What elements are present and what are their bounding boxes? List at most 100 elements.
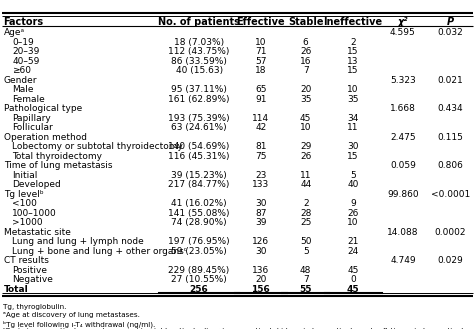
Text: 14.088: 14.088 [387,228,419,237]
Text: 15: 15 [347,47,359,56]
Text: 81: 81 [255,142,266,151]
Text: 197 (76.95%): 197 (76.95%) [168,237,230,246]
Text: ᵃAge at discovery of lung metastases.: ᵃAge at discovery of lung metastases. [3,312,140,318]
Text: 156: 156 [251,285,270,294]
Text: 141 (55.08%): 141 (55.08%) [168,209,230,218]
Text: 41 (16.02%): 41 (16.02%) [171,199,227,208]
Text: 40–59: 40–59 [12,57,40,66]
Text: 55: 55 [300,285,312,294]
Text: Male: Male [12,85,34,94]
Text: 21: 21 [347,237,359,246]
Text: χ²: χ² [398,17,408,27]
Text: 193 (75.39%): 193 (75.39%) [168,114,230,123]
Text: Factors: Factors [3,17,44,27]
Text: Lobectomy or subtotal thyroidectomy: Lobectomy or subtotal thyroidectomy [12,142,183,151]
Text: 13: 13 [347,57,359,66]
Text: Total thyroidectomy: Total thyroidectomy [12,152,102,161]
Text: 112 (43.75%): 112 (43.75%) [168,47,230,56]
Text: 87: 87 [255,209,266,218]
Text: 116 (45.31%): 116 (45.31%) [168,152,230,161]
Text: 4.749: 4.749 [390,256,416,265]
Text: 5: 5 [303,247,309,256]
Text: 0.434: 0.434 [438,104,463,113]
Text: 18: 18 [255,66,266,75]
Text: 23: 23 [255,171,266,180]
Text: 15: 15 [347,66,359,75]
Text: 0.806: 0.806 [438,161,463,170]
Text: 48: 48 [300,266,311,275]
Text: 9: 9 [350,199,356,208]
Text: Total: Total [4,285,28,294]
Text: 74 (28.90%): 74 (28.90%) [171,218,227,227]
Text: Tg, thyroglobulin.: Tg, thyroglobulin. [3,304,67,310]
Text: Tg levelᵇ: Tg levelᵇ [4,190,44,199]
Text: 27 (10.55%): 27 (10.55%) [171,275,227,284]
Text: 39 (15.23%): 39 (15.23%) [171,171,227,180]
Text: 75: 75 [255,152,266,161]
Text: 63 (24.61%): 63 (24.61%) [171,123,227,132]
Text: 20–39: 20–39 [12,47,40,56]
Text: 4.595: 4.595 [390,28,416,37]
Text: 0.115: 0.115 [438,133,463,142]
Text: >1000: >1000 [12,218,43,227]
Text: 30: 30 [347,142,359,151]
Text: 126: 126 [252,237,269,246]
Text: 7: 7 [303,275,309,284]
Text: 71: 71 [255,47,266,56]
Text: 30: 30 [255,247,266,256]
Text: Ageᵃ: Ageᵃ [4,28,25,37]
Text: 20: 20 [255,275,266,284]
Text: 100–1000: 100–1000 [12,209,57,218]
Text: Positive: Positive [12,266,47,275]
Text: 30: 30 [255,199,266,208]
Text: 0.0002: 0.0002 [435,228,466,237]
Text: 59 (23.05%): 59 (23.05%) [171,247,227,256]
Text: 45: 45 [347,285,359,294]
Text: 26: 26 [300,47,311,56]
Text: 16: 16 [300,57,311,66]
Text: Developed: Developed [12,180,61,189]
Text: 0.029: 0.029 [438,256,463,265]
Text: 20: 20 [300,85,311,94]
Text: 140 (54.69%): 140 (54.69%) [168,142,230,151]
Text: 0.032: 0.032 [438,28,463,37]
Text: 40: 40 [347,180,359,189]
Text: 0.059: 0.059 [390,161,416,170]
Text: 1.668: 1.668 [390,104,416,113]
Text: Lung and lung + lymph node: Lung and lung + lymph node [12,237,144,246]
Text: 50: 50 [300,237,311,246]
Text: 15: 15 [347,152,359,161]
Text: Initial: Initial [12,171,38,180]
Text: Negative: Negative [12,275,53,284]
Text: Stable: Stable [288,17,323,27]
Text: 0: 0 [350,275,356,284]
Text: 2: 2 [303,199,309,208]
Text: 0–19: 0–19 [12,38,34,47]
Text: 256: 256 [190,285,209,294]
Text: ᵇTg level following ı-T₄ withdrawal (ng/ml).: ᵇTg level following ı-T₄ withdrawal (ng/… [3,320,155,328]
Text: 114: 114 [252,114,269,123]
Text: Time of lung metastasis: Time of lung metastasis [4,161,112,170]
Text: 133: 133 [252,180,269,189]
Text: 5: 5 [350,171,356,180]
Text: 40 (15.63): 40 (15.63) [175,66,223,75]
Text: 161 (62.89%): 161 (62.89%) [168,95,230,104]
Text: <0.0001: <0.0001 [431,190,470,199]
Text: 35: 35 [300,95,311,104]
Text: No. of patients: No. of patients [158,17,240,27]
Text: 10: 10 [300,123,311,132]
Text: 0.021: 0.021 [438,76,463,85]
Text: 39: 39 [255,218,266,227]
Text: 2.475: 2.475 [390,133,416,142]
Text: 57: 57 [255,57,266,66]
Text: <100: <100 [12,199,37,208]
Text: 136: 136 [252,266,269,275]
Text: 29: 29 [300,142,311,151]
Text: CT results: CT results [4,256,49,265]
Text: 6: 6 [303,38,309,47]
Text: 2: 2 [350,38,356,47]
Text: ᶜBrain in one patient, parapharyngeal in eight patients, liver in one patient, k: ᶜBrain in one patient, parapharyngeal in… [3,328,470,329]
Text: 229 (89.45%): 229 (89.45%) [168,266,230,275]
Text: 25: 25 [300,218,311,227]
Text: Papillary: Papillary [12,114,51,123]
